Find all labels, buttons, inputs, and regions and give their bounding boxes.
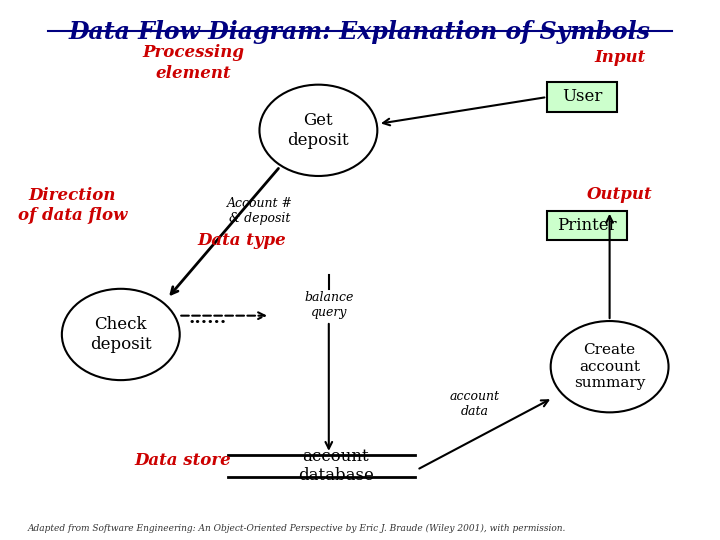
Text: Get
deposit: Get deposit [287, 112, 349, 149]
Text: Data type: Data type [198, 232, 287, 249]
Circle shape [62, 289, 180, 380]
Text: Account #
& deposit: Account # & deposit [227, 197, 292, 225]
Text: account
data: account data [449, 390, 500, 418]
Text: account
database: account database [298, 448, 374, 484]
Text: Check
deposit: Check deposit [90, 316, 152, 353]
Circle shape [551, 321, 669, 413]
Text: Direction
of data flow: Direction of data flow [17, 187, 127, 225]
Text: Adapted from Software Engineering: An Object-Oriented Perspective by Eric J. Bra: Adapted from Software Engineering: An Ob… [27, 524, 566, 533]
Circle shape [259, 85, 377, 176]
Text: Create
account
summary: Create account summary [574, 343, 645, 390]
Text: Output: Output [588, 186, 653, 203]
Text: Data store: Data store [135, 452, 232, 469]
Text: User: User [562, 88, 602, 105]
Bar [547, 82, 616, 112]
Text: Printer: Printer [557, 217, 617, 234]
Text: Data Flow Diagram: Explanation of Symbols: Data Flow Diagram: Explanation of Symbol… [69, 20, 651, 44]
Text: Input: Input [595, 49, 646, 66]
Text: balance
query: balance query [304, 291, 354, 319]
Text: Processing
element: Processing element [143, 44, 245, 82]
Text: ......: ...... [189, 309, 227, 327]
Bar [547, 211, 627, 240]
